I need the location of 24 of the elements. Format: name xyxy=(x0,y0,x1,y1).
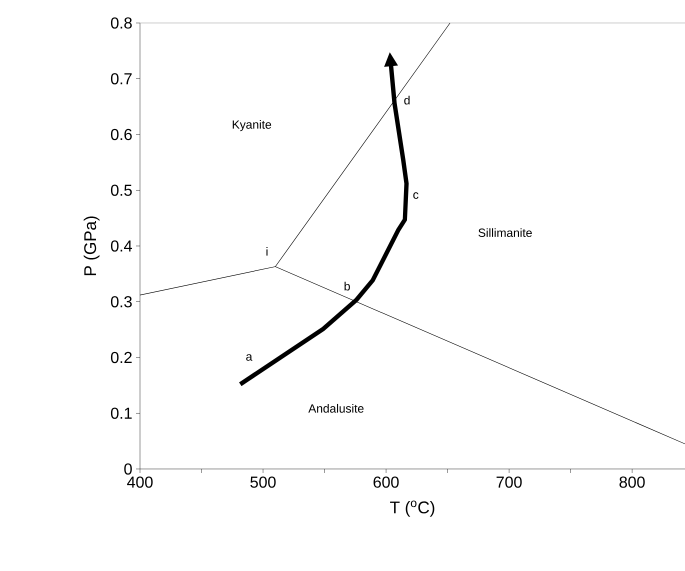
x-tick-label: 400 xyxy=(127,476,153,488)
annotation: d xyxy=(404,96,410,105)
annotation: Andalusite xyxy=(308,404,364,413)
y-tick-label: 0 xyxy=(124,463,132,475)
annotation: Sillimanite xyxy=(478,228,532,237)
x-tick-label: 800 xyxy=(620,476,645,488)
y-tick-label: 0.5 xyxy=(110,184,132,196)
annotation: c xyxy=(413,192,418,199)
x-axis-title: T ($^{o}$C) xyxy=(390,500,434,517)
annotation: i xyxy=(266,247,268,256)
y-tick-label: 0.4 xyxy=(110,240,132,252)
x-tick-label: 600 xyxy=(374,476,399,488)
annotation: Kyanite xyxy=(232,120,272,132)
y-axis-title: P (GPa) xyxy=(84,216,100,276)
x-tick-label: 500 xyxy=(250,476,276,488)
y-tick-label: 0.6 xyxy=(110,128,132,140)
annotation: b xyxy=(344,282,350,291)
y-tick-label: 0.8 xyxy=(110,17,132,29)
y-tick-label: 0.3 xyxy=(110,296,132,308)
y-tick-label: 0.1 xyxy=(110,408,132,419)
annotation: a xyxy=(246,354,252,361)
y-tick-label: 0.2 xyxy=(110,352,132,364)
x-tick-label: 700 xyxy=(496,476,522,488)
y-tick-label: 0.7 xyxy=(110,73,132,84)
